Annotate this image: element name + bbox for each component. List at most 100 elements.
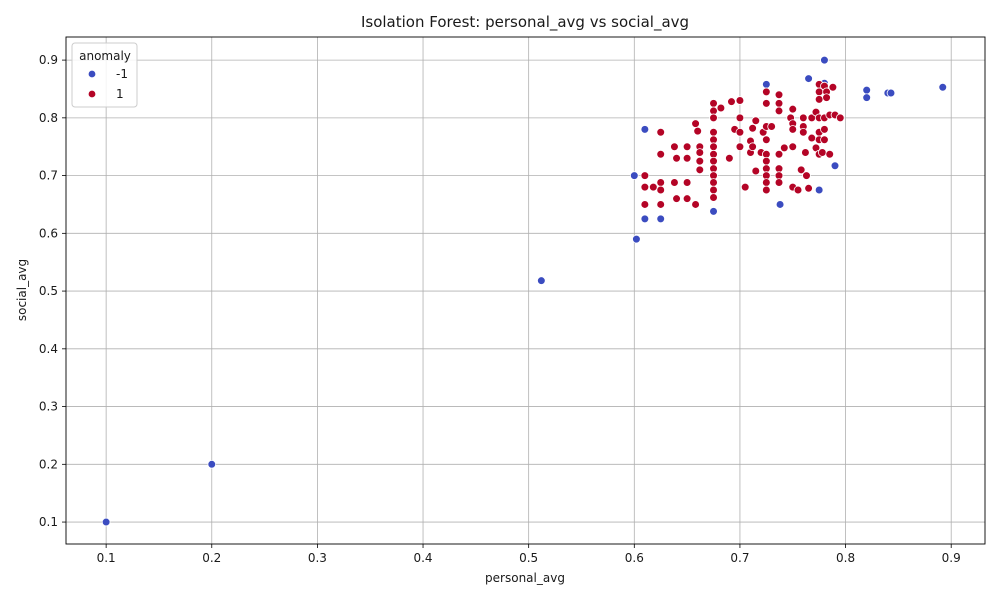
normal-point bbox=[672, 153, 681, 163]
normal-point bbox=[695, 148, 705, 157]
normal-point bbox=[695, 156, 705, 166]
normal-point bbox=[788, 142, 798, 152]
plot-area bbox=[66, 37, 985, 544]
anomaly-point bbox=[640, 125, 650, 134]
normal-point bbox=[825, 149, 835, 159]
normal-point bbox=[709, 127, 718, 137]
anomaly-point bbox=[762, 80, 771, 89]
normal-point bbox=[802, 171, 811, 180]
anomaly-point bbox=[814, 185, 824, 195]
normal-point bbox=[835, 113, 845, 123]
normal-point bbox=[640, 171, 650, 180]
normal-point bbox=[774, 106, 784, 116]
normal-point bbox=[799, 113, 808, 123]
x-axis-label: personal_avg bbox=[485, 571, 565, 585]
normal-point bbox=[716, 103, 726, 113]
normal-point bbox=[709, 185, 718, 195]
anomaly-point bbox=[820, 55, 829, 65]
normal-point bbox=[751, 166, 761, 176]
anomaly-point bbox=[775, 200, 785, 209]
y-axis-ticks: 0.1 0.2 0.3 0.4 0.5 0.6 0.7 0.8 0.9 bbox=[39, 53, 66, 529]
normal-point bbox=[725, 153, 734, 163]
normal-point bbox=[807, 133, 817, 143]
anomaly-point bbox=[938, 82, 948, 92]
normal-point bbox=[762, 185, 771, 195]
gridlines bbox=[66, 37, 985, 544]
normal-point bbox=[740, 182, 750, 192]
y-tick-label: 0.6 bbox=[39, 226, 58, 240]
y-tick-label: 0.8 bbox=[39, 111, 58, 125]
normal-point bbox=[640, 182, 650, 192]
normal-point bbox=[818, 148, 827, 157]
normal-point bbox=[735, 96, 745, 105]
y-tick-label: 0.3 bbox=[39, 400, 58, 414]
normal-point bbox=[828, 82, 838, 92]
anomaly-point bbox=[207, 460, 217, 469]
normal-point bbox=[656, 200, 666, 209]
normal-point bbox=[801, 148, 810, 157]
normal-point bbox=[682, 194, 692, 203]
x-tick-label: 0.2 bbox=[202, 551, 221, 565]
x-tick-label: 0.6 bbox=[625, 551, 644, 565]
normal-point bbox=[672, 194, 681, 203]
normal-point bbox=[796, 165, 806, 175]
y-tick-label: 0.4 bbox=[39, 342, 58, 356]
anomaly-point bbox=[862, 93, 871, 102]
normal-point bbox=[709, 99, 718, 108]
normal-point bbox=[656, 127, 666, 137]
normal-point bbox=[762, 178, 771, 187]
normal-point bbox=[670, 142, 679, 152]
legend-label-normal: 1 bbox=[116, 87, 124, 101]
normal-point bbox=[682, 153, 692, 163]
normal-point bbox=[682, 178, 692, 187]
y-axis-label: social_avg bbox=[15, 259, 29, 321]
plot-frame bbox=[65, 36, 986, 545]
normal-point bbox=[762, 156, 771, 166]
anomaly-point bbox=[640, 214, 650, 224]
normal-point bbox=[788, 125, 798, 134]
legend-title: anomaly bbox=[79, 49, 131, 63]
normal-point bbox=[774, 90, 784, 100]
normal-point bbox=[774, 178, 784, 187]
anomaly-point bbox=[862, 85, 871, 95]
y-tick-label: 0.9 bbox=[39, 53, 58, 67]
normal-point bbox=[709, 156, 718, 166]
anomaly-point bbox=[709, 207, 718, 216]
x-tick-label: 0.8 bbox=[836, 551, 855, 565]
normal-point bbox=[748, 123, 757, 133]
x-tick-label: 0.7 bbox=[730, 551, 749, 565]
normal-point bbox=[656, 149, 666, 159]
x-tick-label: 0.3 bbox=[308, 551, 327, 565]
anomaly-point bbox=[830, 161, 840, 171]
normal-point bbox=[820, 125, 829, 134]
normal-point bbox=[656, 185, 666, 195]
normal-point bbox=[709, 142, 718, 152]
normal-point bbox=[682, 142, 692, 152]
normal-point bbox=[762, 99, 771, 108]
normal-point bbox=[656, 178, 666, 187]
x-tick-label: 0.5 bbox=[519, 551, 538, 565]
normal-point bbox=[691, 200, 700, 209]
y-tick-label: 0.1 bbox=[39, 515, 58, 529]
x-tick-label: 0.1 bbox=[97, 551, 116, 565]
normal-point bbox=[774, 99, 784, 108]
normal-point bbox=[709, 193, 718, 202]
anomaly-point bbox=[537, 276, 546, 285]
normal-point bbox=[762, 135, 771, 145]
normal-point bbox=[709, 178, 718, 187]
normal-point bbox=[748, 142, 757, 152]
normal-point bbox=[735, 142, 745, 152]
normal-point bbox=[735, 127, 745, 137]
anomaly-point bbox=[886, 88, 896, 98]
normal-point bbox=[799, 127, 808, 137]
y-tick-label: 0.2 bbox=[39, 457, 58, 471]
legend-marker-normal bbox=[87, 89, 97, 99]
normal-point bbox=[649, 182, 658, 192]
legend: anomaly -1 1 bbox=[71, 42, 138, 108]
legend-marker-anomaly bbox=[87, 69, 97, 79]
normal-point bbox=[814, 95, 824, 104]
normal-point bbox=[709, 113, 718, 123]
y-tick-label: 0.7 bbox=[39, 169, 58, 183]
normal-point bbox=[762, 87, 771, 97]
anomaly-point bbox=[632, 234, 641, 244]
